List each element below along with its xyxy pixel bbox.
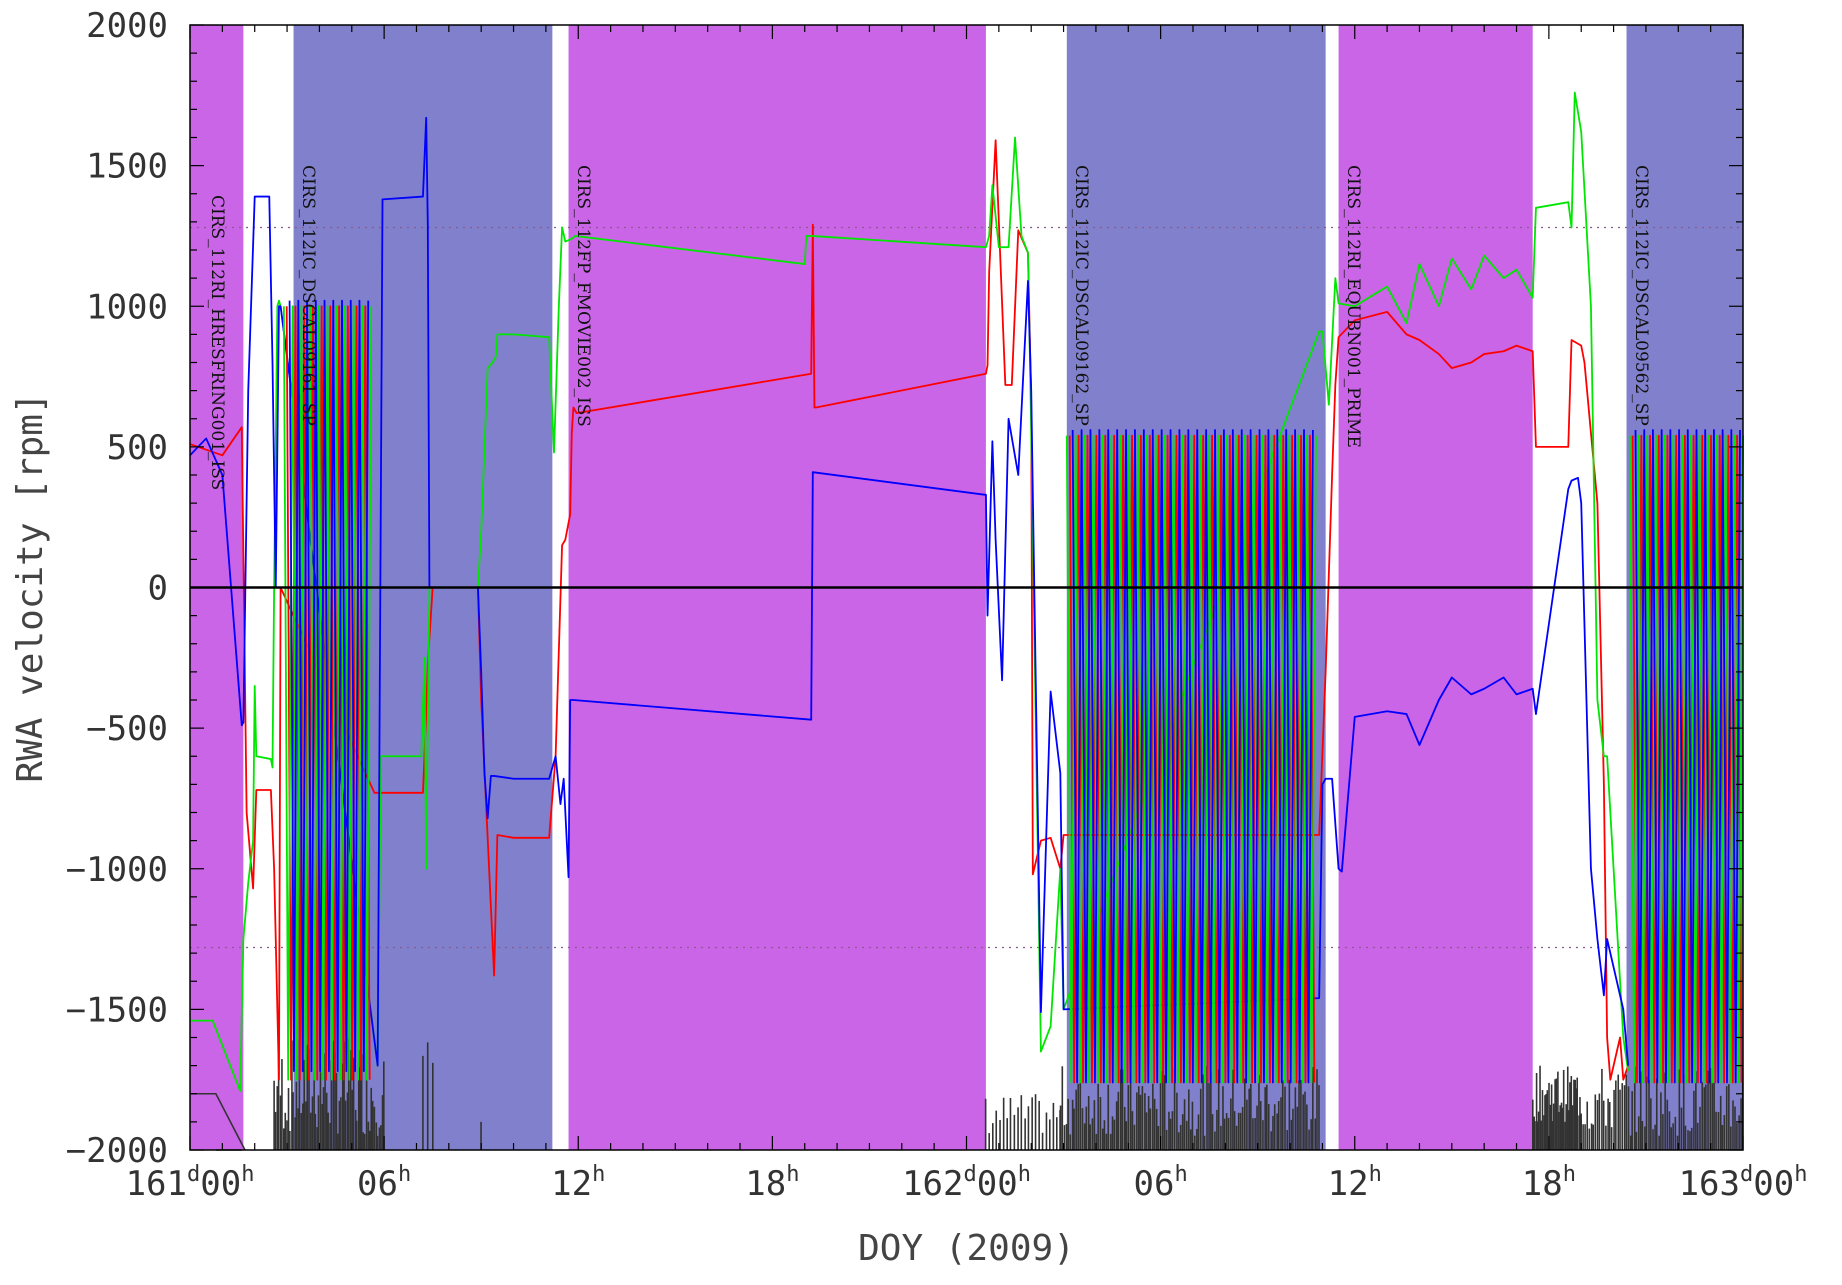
oscillation-blue-8 — [1634, 429, 1741, 1084]
y-tick-label-3: 500 — [107, 428, 168, 468]
y-tick-label-5: −500 — [86, 709, 168, 749]
oscillation-red-0 — [285, 305, 371, 1081]
y-tick-label-6: −1000 — [66, 850, 168, 890]
observation-label-4: CIRS_112RI_EQUBN001_PRIME — [1343, 165, 1363, 448]
y-tick-label-7: −1500 — [66, 990, 168, 1030]
y-tick-label-1: 1500 — [86, 147, 168, 187]
x-axis-title: DOY (2009) — [858, 1228, 1075, 1269]
y-axis-title: RWA velocity [rpm] — [10, 392, 51, 782]
y-tick-label-4: 0 — [148, 569, 168, 609]
oscillation-blue-5 — [1071, 429, 1314, 1084]
observation-label-3: CIRS_112IC_DSCAL09162_SP — [1071, 165, 1091, 426]
observation-labels: CIRS_112RI_HRESFRING001_ISS CIRS_112IC_DS… — [207, 165, 1651, 490]
y-tick-labels: 2000 1500 1000 500 0 −500 −1000 −1500 −2000 — [66, 6, 168, 1171]
oscillation-red-3 — [1068, 434, 1316, 1084]
observation-label-0: CIRS_112RI_HRESFRING001_ISS — [207, 195, 227, 490]
oscillation-blue-2 — [288, 299, 370, 1073]
x-tick-labels: 161d00h 06h 12h 18h 162d00h 06h 12h 18h 163d00h — [126, 1162, 1808, 1204]
axis-ticks — [189, 24, 1744, 1151]
series-red — [189, 139, 1629, 1081]
observation-label-2: CIRS_112FP_FMOVIE002_ISS — [573, 165, 593, 427]
observation-label-1: CIRS_112IC_DSCAL09161_SP — [298, 165, 318, 426]
y-tick-label-2: 1000 — [86, 287, 168, 327]
x-tick-label-1: 06h — [357, 1162, 411, 1204]
x-tick-label-0: 161d00h — [126, 1162, 255, 1204]
x-tick-label-7: 18h — [1522, 1162, 1576, 1204]
oscillation-red-6 — [1631, 434, 1743, 1084]
y-tick-label-8: −2000 — [66, 1131, 168, 1171]
x-tick-label-6: 12h — [1328, 1162, 1382, 1204]
dark-trace-0 — [190, 1092, 246, 1151]
x-tick-label-4: 162d00h — [902, 1162, 1031, 1204]
spike-traces — [190, 1038, 1744, 1151]
x-tick-label-3: 18h — [745, 1162, 799, 1204]
x-tick-label-8: 163d00h — [1679, 1162, 1808, 1204]
series-lines — [189, 91, 1744, 1092]
observation-label-5: CIRS_112IC_DSCAL09562_SP — [1631, 165, 1651, 426]
x-tick-label-5: 06h — [1134, 1162, 1188, 1204]
x-tick-label-2: 12h — [551, 1162, 605, 1204]
y-tick-label-0: 2000 — [86, 6, 168, 46]
series-blue — [189, 116, 1630, 1067]
